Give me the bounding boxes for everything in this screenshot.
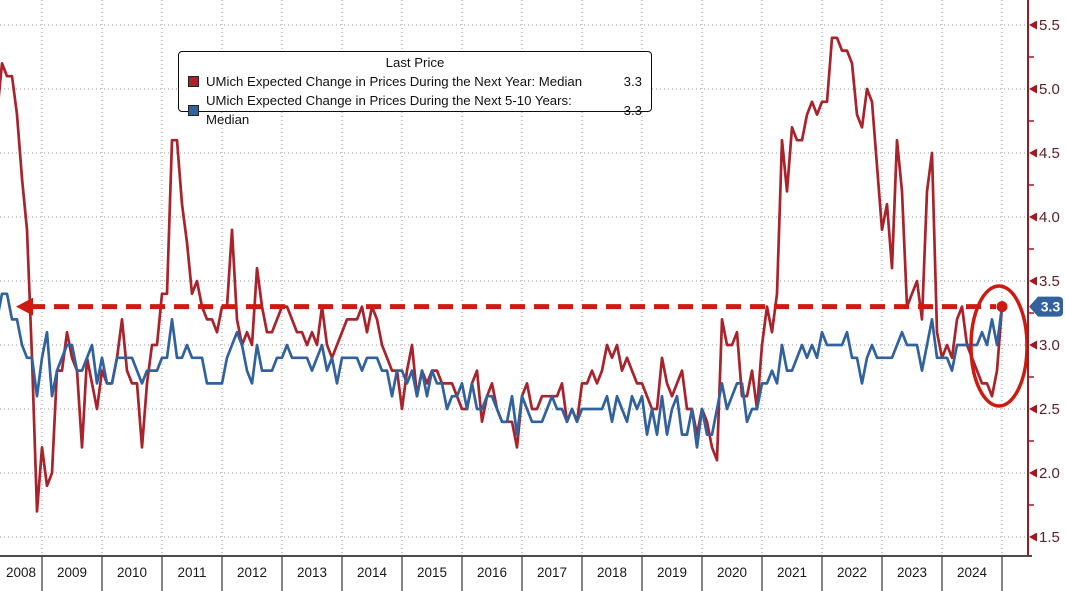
blue-series-last-price: 3.3 — [623, 102, 642, 118]
x-axis-year-label: 2019 — [657, 565, 687, 580]
red-series-last-price: 3.3 — [623, 74, 642, 89]
y-axis-tick-arrow-icon — [1029, 212, 1037, 222]
five-to-ten-year-series-line — [0, 292, 1004, 449]
y-axis-tick-label: 2.0 — [1039, 465, 1060, 482]
y-axis-tick-arrow-icon — [1029, 148, 1037, 158]
x-axis-year-label: 2011 — [177, 565, 206, 580]
y-axis-tick-label: 4.0 — [1039, 209, 1060, 226]
blue-series-swatch — [188, 104, 199, 116]
x-axis-year-label: 2023 — [897, 565, 927, 580]
x-axis-year-label: 2008 — [6, 565, 36, 580]
y-axis-tick-label: 3.0 — [1039, 337, 1060, 354]
legend-item-next-year[interactable]: UMich Expected Change in Prices During t… — [188, 72, 642, 91]
x-axis-year-label: 2024 — [957, 565, 988, 580]
y-axis-tick-label: 4.5 — [1039, 145, 1060, 162]
x-axis-year-label: 2013 — [297, 565, 327, 580]
last-price-badge-label: 3.3 — [1041, 299, 1061, 315]
y-axis-tick-arrow-icon — [1029, 532, 1037, 542]
y-axis-tick-arrow-icon — [1029, 20, 1037, 30]
y-axis-tick-arrow-icon — [1029, 468, 1037, 478]
legend-item-next-5-10-years[interactable]: UMich Expected Change in Prices During t… — [188, 91, 642, 129]
y-axis-tick-arrow-icon — [1029, 340, 1037, 350]
x-axis-year-label: 2022 — [837, 565, 867, 580]
red-series-swatch — [188, 76, 199, 87]
y-axis-tick-label: 2.5 — [1039, 401, 1060, 418]
x-axis-year-label: 2009 — [57, 565, 87, 580]
x-axis-year-label: 2014 — [357, 565, 388, 580]
x-axis-year-label: 2018 — [597, 565, 627, 580]
x-axis-year-label: 2017 — [537, 565, 567, 580]
y-axis-tick-arrow-icon — [1029, 404, 1037, 414]
x-axis-year-label: 2020 — [717, 565, 747, 580]
y-axis-tick-label: 1.5 — [1039, 529, 1060, 546]
y-axis-tick-arrow-icon — [1029, 276, 1037, 286]
left-arrowhead-icon — [16, 297, 33, 316]
y-axis-tick-label: 5.0 — [1039, 81, 1060, 98]
y-axis-tick-label: 5.5 — [1039, 17, 1060, 34]
x-axis-year-label: 2021 — [777, 565, 807, 580]
x-axis-year-label: 2010 — [117, 565, 147, 580]
y-axis-tick-label: 3.5 — [1039, 273, 1060, 290]
x-axis-year-label: 2012 — [237, 565, 267, 580]
x-axis-year-label: 2016 — [477, 565, 507, 580]
red-series-label: UMich Expected Change in Prices During t… — [206, 74, 583, 89]
legend-title: Last Price — [385, 55, 445, 70]
blue-series-label: UMich Expected Change in Prices During t… — [206, 93, 572, 127]
y-axis-tick-arrow-icon — [1029, 84, 1037, 94]
x-axis-year-label: 2015 — [417, 565, 447, 580]
last-price-badge — [1029, 296, 1063, 317]
legend-box: Last Price UMich Expected Change in Pric… — [178, 51, 652, 127]
last-price-dot — [996, 301, 1008, 313]
